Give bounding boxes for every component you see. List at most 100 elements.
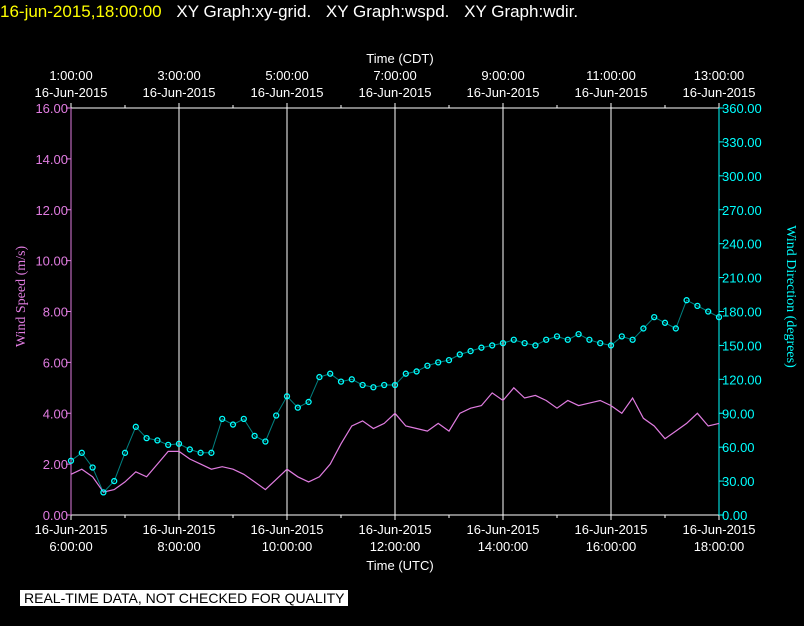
wdir-point — [316, 373, 323, 381]
wdir-point — [467, 347, 474, 355]
wdir-point — [640, 325, 647, 332]
left-tick-label: 10.00 — [35, 254, 68, 269]
top-tick-label-date: 16-Jun-2015 — [575, 85, 648, 100]
wspd-series-line — [70, 386, 720, 493]
wdir-point — [445, 356, 453, 364]
wdir-point — [586, 336, 593, 343]
wdir-point — [154, 437, 161, 444]
bottom-tick-label-date: 16-Jun-2015 — [575, 522, 648, 537]
bottom-tick-label-date: 16-Jun-2015 — [359, 522, 432, 537]
wdir-point — [305, 398, 312, 406]
wdir-point — [618, 333, 625, 340]
wdir-point — [348, 376, 355, 383]
top-tick-label-date: 16-Jun-2015 — [467, 85, 540, 100]
right-tick-label: 210.00 — [722, 271, 762, 286]
wdir-point — [143, 434, 150, 442]
bottom-axis-title: Time (UTC) — [366, 558, 433, 573]
wdir-point — [219, 415, 226, 423]
left-tick-label: 4.00 — [43, 406, 68, 421]
wdir-point — [78, 449, 85, 456]
wdir-point — [435, 359, 442, 366]
top-tick-label-time: 5:00:00 — [265, 68, 308, 83]
wdir-point — [478, 344, 485, 351]
top-tick-label-time: 7:00:00 — [373, 68, 416, 83]
wdir-point — [456, 351, 463, 358]
top-tick-label-time: 13:00:00 — [694, 68, 745, 83]
left-tick-label: 2.00 — [43, 457, 68, 472]
right-tick-label: 270.00 — [722, 203, 762, 218]
bottom-tick-label-date: 16-Jun-2015 — [467, 522, 540, 537]
wdir-point — [489, 342, 496, 349]
wdir-point — [197, 449, 204, 456]
bottom-tick-label-date: 16-Jun-2015 — [251, 522, 324, 537]
header-title-grid: XY Graph:xy-grid. — [176, 2, 312, 21]
wdir-point — [165, 441, 172, 449]
right-tick-label: 180.00 — [722, 305, 762, 320]
quality-notice: REAL-TIME DATA, NOT CHECKED FOR QUALITY — [20, 590, 349, 606]
right-tick-label: 330.00 — [722, 135, 762, 150]
wdir-point — [521, 340, 528, 347]
top-tick-label-time: 1:00:00 — [49, 68, 92, 83]
wdir-point — [273, 412, 280, 419]
right-tick-label: 90.00 — [722, 406, 755, 421]
right-axis-title: Wind Direction (degrees) — [783, 225, 798, 368]
wdir-point — [229, 421, 237, 428]
wdir-point — [67, 457, 75, 464]
wdir-point — [510, 336, 517, 343]
wdir-point — [100, 489, 107, 496]
bottom-tick-label-time: 18:00:00 — [694, 539, 745, 554]
wdir-point — [694, 302, 701, 309]
header-title-wspd: XY Graph:wspd. — [325, 2, 450, 21]
bottom-tick-label-time: 16:00:00 — [586, 539, 637, 554]
wdir-point — [715, 314, 723, 321]
wdir-point — [391, 381, 399, 389]
right-tick-label: 360.00 — [722, 101, 762, 116]
top-tick-label-date: 16-Jun-2015 — [35, 85, 108, 100]
bottom-tick-label-time: 6:00:00 — [49, 539, 92, 554]
top-tick-label-time: 9:00:00 — [481, 68, 524, 83]
top-tick-label-time: 11:00:00 — [586, 68, 636, 83]
right-tick-label: 300.00 — [722, 169, 762, 184]
wdir-point — [337, 378, 345, 385]
wdir-point — [132, 423, 139, 430]
wdir-point — [251, 432, 258, 440]
wdir-point — [294, 404, 301, 411]
wdir-point — [413, 368, 420, 375]
bottom-tick-label-date: 16-Jun-2015 — [683, 522, 756, 537]
wdir-series-trace — [70, 299, 720, 494]
header-timestamp: 16-jun-2015,18:00:00 — [0, 2, 162, 21]
wdir-point — [553, 333, 561, 340]
wdir-point — [424, 362, 431, 369]
wdir-point — [543, 336, 550, 343]
wdir-point — [532, 342, 539, 349]
left-tick-label: 6.00 — [43, 355, 68, 370]
right-tick-label: 120.00 — [722, 372, 762, 387]
wdir-point — [121, 449, 129, 456]
left-tick-label: 14.00 — [35, 152, 68, 167]
left-axis-title: Wind Speed (m/s) — [14, 246, 29, 348]
wdir-point — [381, 381, 388, 389]
bottom-tick-label-date: 16-Jun-2015 — [143, 522, 216, 537]
left-tick-label: 0.00 — [43, 508, 68, 523]
header-title-wdir: XY Graph:wdir. — [464, 2, 579, 21]
wdir-point — [705, 308, 712, 315]
wdir-point — [597, 340, 604, 347]
right-tick-label: 150.00 — [722, 338, 762, 353]
left-tick-label: 8.00 — [43, 305, 68, 320]
top-tick-label-date: 16-Jun-2015 — [251, 85, 324, 100]
wdir-point — [327, 370, 334, 377]
bottom-tick-label-date: 16-Jun-2015 — [35, 522, 108, 537]
wdir-point — [661, 319, 669, 326]
top-tick-label-date: 16-Jun-2015 — [359, 85, 432, 100]
wdir-point — [175, 440, 183, 447]
wdir-point — [499, 340, 507, 347]
wdir-point — [672, 325, 679, 332]
bottom-tick-label-time: 8:00:00 — [157, 539, 200, 554]
wdir-point — [89, 464, 96, 471]
wdir-point — [683, 297, 690, 304]
right-tick-label: 240.00 — [722, 237, 762, 252]
wdir-point — [208, 449, 215, 456]
bottom-tick-label-time: 12:00:00 — [370, 539, 421, 554]
wdir-point — [283, 393, 291, 400]
